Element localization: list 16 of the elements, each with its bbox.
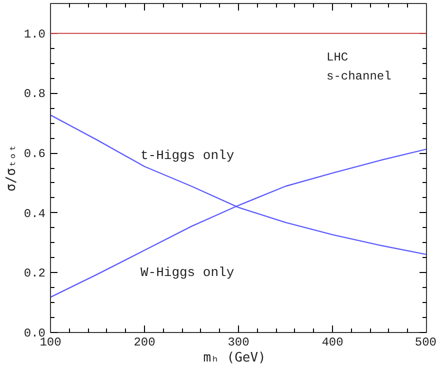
- x-tick-label: 100: [40, 336, 62, 350]
- x-tick-label: 400: [322, 336, 344, 350]
- x-tick-label: 500: [414, 336, 436, 350]
- x-tick-label: 200: [134, 336, 156, 350]
- y-axis-title: σ/σₜₒₜ: [4, 144, 19, 192]
- x-tick-label: 300: [228, 336, 250, 350]
- y-tick-label: 1.0: [24, 27, 46, 42]
- y-tick-label: 0.8: [24, 87, 46, 102]
- series-label: W-Higgs only: [140, 264, 234, 280]
- series-label: t-Higgs only: [140, 148, 234, 164]
- y-tick-label: 0.6: [24, 147, 46, 162]
- annotation: s-channel: [326, 70, 392, 84]
- y-tick-label: 0.4: [24, 206, 46, 221]
- x-axis-title: mₕ (GeV): [203, 350, 266, 366]
- annotation: LHC: [326, 50, 348, 64]
- y-tick-label: 0.2: [24, 266, 46, 281]
